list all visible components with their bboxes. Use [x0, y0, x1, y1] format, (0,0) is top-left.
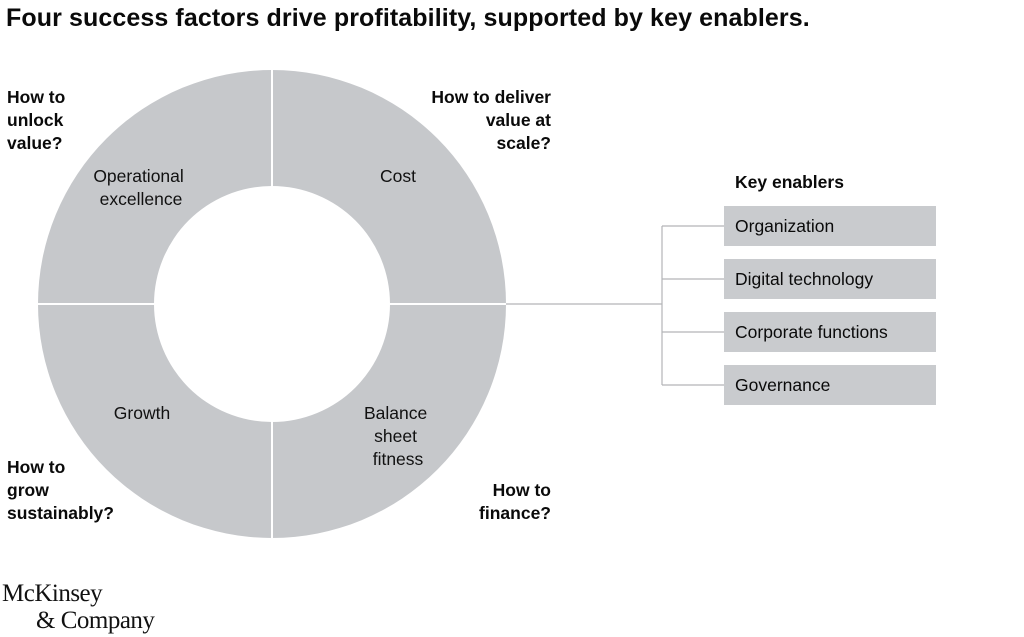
logo-line-1: McKinsey: [2, 580, 103, 607]
segment-growth: [38, 304, 272, 538]
segment-label-balance-sheet-fitness: Balance sheet fitness: [364, 403, 432, 469]
segment-label-growth: Growth: [114, 403, 170, 423]
question-deliver-value: How to deliver value at scale?: [431, 87, 551, 153]
page-title: Four success factors drive profitability…: [6, 4, 810, 32]
question-grow-sustainably: How to grow sustainably?: [7, 457, 114, 523]
enabler-connectors: [506, 225, 724, 386]
enabler-corporate-functions: Corporate functions: [724, 312, 936, 352]
question-finance: How to finance?: [479, 480, 551, 523]
segment-operational-excellence: [38, 70, 272, 304]
segment-balance-sheet-fitness: [272, 304, 506, 538]
segment-label-operational-excellence: Operational excellence: [93, 166, 188, 209]
question-unlock-value: How to unlock value?: [7, 87, 66, 153]
enabler-governance: Governance: [724, 365, 936, 405]
segment-cost: [272, 70, 506, 304]
enabler-organization: Organization: [724, 206, 936, 246]
enabler-digital-technology: Digital technology: [724, 259, 936, 299]
logo-line-2: & Company: [36, 607, 155, 634]
key-enablers-heading: Key enablers: [735, 172, 844, 192]
mckinsey-logo: McKinsey & Company: [2, 580, 155, 634]
segment-label-cost: Cost: [380, 166, 416, 186]
